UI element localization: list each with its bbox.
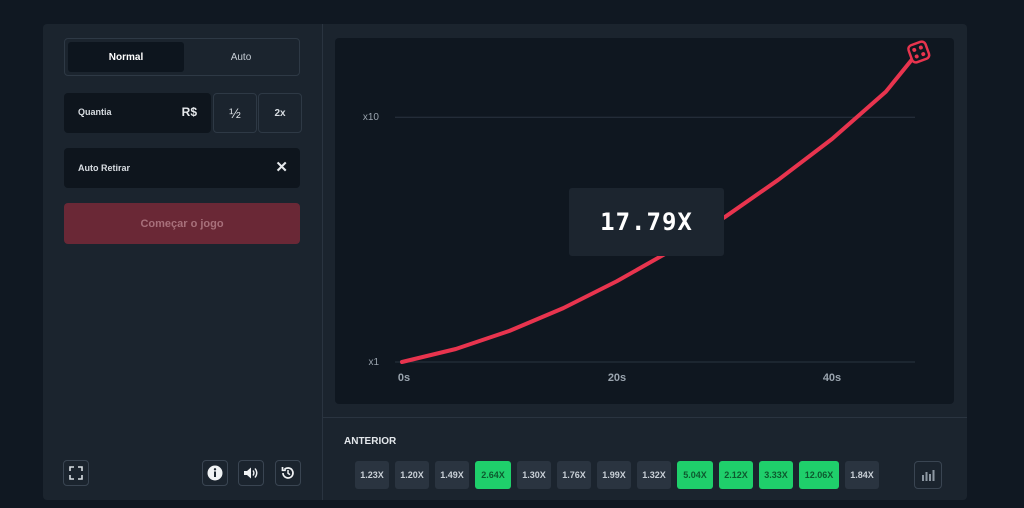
history-chip: 2.64X — [475, 461, 511, 489]
auto-cashout-field[interactable]: Auto Retirar ✕ — [64, 148, 300, 188]
volume-icon — [244, 467, 258, 479]
volume-button[interactable] — [238, 460, 264, 486]
history-icon — [281, 467, 294, 479]
bet-panel: Normal Auto Quantia R$ ½ 2x Auto Retirar… — [43, 24, 323, 500]
history-chip: 5.04X — [677, 461, 713, 489]
amount-field[interactable]: Quantia R$ — [64, 93, 211, 133]
double-button[interactable]: 2x — [258, 93, 302, 133]
history-chip: 1.20X — [395, 461, 429, 489]
mode-auto-tab[interactable]: Auto — [230, 51, 252, 63]
fullscreen-icon — [69, 466, 83, 480]
history-chip: 1.23X — [355, 461, 389, 489]
amount-label: Quantia — [78, 107, 112, 117]
history-chip: 1.32X — [637, 461, 671, 489]
x-tick-label: 0s — [398, 372, 410, 384]
history-list: 1.23X 1.20X 1.49X 2.64X 1.30X 1.76X 1.99X 1.32X… — [355, 461, 879, 489]
x-tick-label: 40s — [823, 372, 841, 384]
history-chip: 1.84X — [845, 461, 879, 489]
history-button[interactable] — [275, 460, 301, 486]
auto-cashout-label: Auto Retirar — [78, 163, 131, 173]
history-chip: 1.30X — [517, 461, 551, 489]
history-chip: 12.06X — [799, 461, 839, 489]
stats-button[interactable] — [914, 461, 942, 489]
info-button[interactable] — [202, 460, 228, 486]
clear-icon[interactable]: ✕ — [275, 159, 288, 176]
history-chip: 1.49X — [435, 461, 469, 489]
x-tick-label: 20s — [608, 372, 626, 384]
y-tick-label: x10 — [363, 112, 380, 123]
half-button[interactable]: ½ — [213, 93, 257, 133]
dice-icon — [907, 40, 931, 64]
mode-toggle: Normal Auto — [64, 38, 300, 76]
start-game-button[interactable]: Começar o jogo — [64, 203, 300, 244]
history-chip: 1.99X — [597, 461, 631, 489]
multiplier-chart: x1 x10 0s 20s 40s 17.79X — [335, 38, 954, 404]
info-icon — [207, 465, 223, 481]
history-chip: 2.12X — [719, 461, 753, 489]
bar-chart-icon — [922, 470, 935, 481]
mode-normal-tab[interactable]: Normal — [68, 42, 184, 72]
currency-label: R$ — [181, 105, 197, 119]
history-label: ANTERIOR — [344, 436, 397, 447]
y-tick-label: x1 — [368, 357, 379, 368]
history-chip: 3.33X — [759, 461, 793, 489]
current-multiplier: 17.79X — [569, 188, 724, 256]
fullscreen-button[interactable] — [63, 460, 89, 486]
history-chip: 1.76X — [557, 461, 591, 489]
crash-game-app: Normal Auto Quantia R$ ½ 2x Auto Retirar… — [43, 24, 967, 500]
history-bar: ANTERIOR 1.23X 1.20X 1.49X 2.64X 1.30X 1.76X 1… — [323, 417, 967, 500]
